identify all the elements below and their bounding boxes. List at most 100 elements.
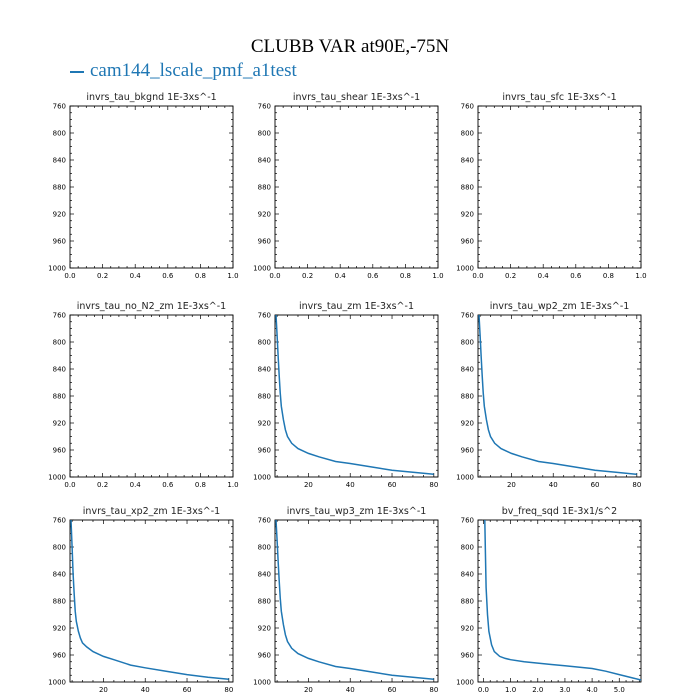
y-tick-label: 840 xyxy=(461,366,474,374)
chart-panel-5: invrs_tau_zm 1E-3xs^-1 760 800 840 880 920 960… xyxy=(253,301,439,489)
y-tick-label: 920 xyxy=(461,420,474,428)
x-tick-label: 80 xyxy=(632,481,641,489)
y-tick-label: 800 xyxy=(53,339,66,347)
y-tick-label: 1000 xyxy=(48,265,66,273)
y-tick-label: 800 xyxy=(258,544,271,552)
y-tick-label: 800 xyxy=(53,130,66,138)
y-tick-label: 880 xyxy=(53,184,66,192)
x-tick-label: 0.2 xyxy=(97,272,108,280)
y-tick-label: 920 xyxy=(53,420,66,428)
legend-line-swatch xyxy=(70,70,84,73)
y-tick-label: 760 xyxy=(461,312,474,320)
x-tick-label: 0.0 xyxy=(269,272,280,280)
series-line xyxy=(70,519,229,681)
x-tick-label: 0.0 xyxy=(64,272,75,280)
y-tick-label: 760 xyxy=(461,103,474,111)
series-line xyxy=(478,314,637,476)
x-tick-label: 60 xyxy=(591,481,600,489)
y-tick-label: 760 xyxy=(53,103,66,111)
y-tick-label: 960 xyxy=(53,652,66,660)
y-tick-label: 960 xyxy=(461,447,474,455)
x-tick-label: 1.0 xyxy=(227,272,238,280)
panel-title: invrs_tau_wp2_zm 1E-3xs^-1 xyxy=(490,301,630,312)
x-tick-label: 1.0 xyxy=(432,272,443,280)
y-tick-label: 840 xyxy=(258,157,271,165)
x-tick-label: 5.0 xyxy=(614,686,625,694)
plot-frame xyxy=(477,314,642,478)
y-tick-label: 920 xyxy=(53,625,66,633)
y-tick-label: 840 xyxy=(53,366,66,374)
x-tick-label: 0.0 xyxy=(64,481,75,489)
y-tick-label: 840 xyxy=(258,366,271,374)
x-tick-label: 0.4 xyxy=(130,272,142,280)
y-tick-label: 840 xyxy=(461,571,474,579)
y-tick-label: 880 xyxy=(53,393,66,401)
y-tick-label: 1000 xyxy=(456,265,474,273)
y-tick-label: 760 xyxy=(258,103,271,111)
x-tick-label: 0.8 xyxy=(603,272,614,280)
panel-title: invrs_tau_xp2_zm 1E-3xs^-1 xyxy=(83,506,220,517)
panel-title: invrs_tau_sfc 1E-3xs^-1 xyxy=(502,92,616,103)
y-tick-label: 960 xyxy=(258,238,271,246)
x-tick-label: 1.0 xyxy=(635,272,646,280)
x-tick-label: 0.6 xyxy=(570,272,582,280)
x-tick-label: 2.0 xyxy=(532,686,543,694)
y-tick-label: 1000 xyxy=(253,679,271,687)
y-tick-label: 960 xyxy=(53,238,66,246)
y-tick-label: 960 xyxy=(258,447,271,455)
y-tick-label: 920 xyxy=(258,420,271,428)
y-tick-label: 1000 xyxy=(48,679,66,687)
y-tick-label: 1000 xyxy=(253,474,271,482)
series-line xyxy=(275,519,434,681)
chart-panel-3: invrs_tau_sfc 1E-3xs^-1 760 800 840 880 920 96… xyxy=(456,92,646,280)
x-tick-label: 4.0 xyxy=(587,686,598,694)
x-tick-label: 0.8 xyxy=(400,272,411,280)
x-tick-label: 80 xyxy=(429,481,438,489)
plot-frame xyxy=(274,314,439,478)
y-tick-label: 960 xyxy=(461,238,474,246)
x-tick-label: 0.4 xyxy=(538,272,550,280)
figure-title: CLUBB VAR at90E,-75N xyxy=(250,36,450,57)
panel-title: invrs_tau_no_N2_zm 1E-3xs^-1 xyxy=(77,301,226,312)
y-tick-label: 760 xyxy=(53,312,66,320)
legend-label: cam144_lscale_pmf_a1test xyxy=(90,60,297,81)
y-tick-label: 800 xyxy=(258,339,271,347)
chart-panel-6: invrs_tau_wp2_zm 1E-3xs^-1 760 800 840 880 92… xyxy=(456,301,642,489)
x-tick-label: 0.2 xyxy=(505,272,516,280)
y-tick-label: 920 xyxy=(461,625,474,633)
x-tick-label: 40 xyxy=(549,481,558,489)
chart-panel-1: invrs_tau_bkgnd 1E-3xs^-1 760 800 840 880 920… xyxy=(48,92,238,280)
y-tick-label: 880 xyxy=(461,184,474,192)
x-tick-label: 0.8 xyxy=(195,272,206,280)
x-tick-label: 0.0 xyxy=(472,272,483,280)
y-tick-label: 880 xyxy=(258,598,271,606)
plot-frame xyxy=(477,105,642,269)
y-tick-label: 1000 xyxy=(456,679,474,687)
panel-title: bv_freq_sqd 1E-3x1/s^2 xyxy=(502,506,617,517)
x-tick-label: 40 xyxy=(346,481,355,489)
y-tick-label: 840 xyxy=(258,571,271,579)
x-tick-label: 1.0 xyxy=(227,481,238,489)
x-tick-label: 3.0 xyxy=(559,686,570,694)
panel-title: invrs_tau_zm 1E-3xs^-1 xyxy=(299,301,414,312)
y-tick-label: 1000 xyxy=(48,474,66,482)
y-tick-label: 840 xyxy=(53,571,66,579)
series-line xyxy=(275,314,434,476)
y-tick-label: 960 xyxy=(53,447,66,455)
y-tick-label: 800 xyxy=(461,544,474,552)
y-tick-label: 1000 xyxy=(253,265,271,273)
y-tick-label: 840 xyxy=(53,157,66,165)
x-tick-label: 0.6 xyxy=(367,272,379,280)
y-tick-label: 760 xyxy=(258,312,271,320)
plot-frame xyxy=(274,105,439,269)
chart-panel-9: bv_freq_sqd 1E-3x1/s^2 760 800 840 880 920 960… xyxy=(456,506,642,694)
y-tick-label: 880 xyxy=(461,393,474,401)
y-tick-label: 920 xyxy=(53,211,66,219)
x-tick-label: 80 xyxy=(224,686,233,694)
y-tick-label: 880 xyxy=(53,598,66,606)
x-tick-label: 20 xyxy=(304,686,313,694)
x-tick-label: 0.6 xyxy=(162,481,174,489)
y-tick-label: 760 xyxy=(461,517,474,525)
y-tick-label: 960 xyxy=(461,652,474,660)
y-tick-label: 760 xyxy=(53,517,66,525)
